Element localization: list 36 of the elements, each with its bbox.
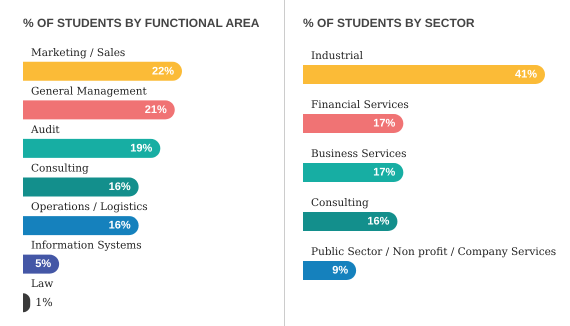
- data-label: 19%: [130, 142, 153, 154]
- y-tick-label: Consulting: [311, 197, 369, 209]
- y-tick-label: Public Sector / Non profit / Company Services: [311, 246, 556, 258]
- bar: [23, 100, 175, 120]
- y-tick-label: Audit: [30, 124, 60, 136]
- y-tick-label: General Management: [31, 85, 148, 98]
- bar: [23, 138, 160, 158]
- bar: [303, 261, 356, 280]
- y-tick-label: Financial Services: [311, 99, 409, 111]
- y-tick-label: Consulting: [31, 162, 89, 174]
- data-label: 1%: [35, 296, 53, 310]
- data-label: 16%: [108, 220, 131, 232]
- data-label: 17%: [373, 166, 396, 178]
- data-label: 16%: [367, 216, 390, 228]
- data-label: 17%: [373, 118, 396, 130]
- chart-title: % OF STUDENTS BY SECTOR: [303, 16, 475, 30]
- bar: [303, 212, 398, 231]
- bar: [23, 62, 182, 81]
- data-label: 41%: [514, 68, 538, 80]
- data-label: 5%: [35, 258, 52, 270]
- y-tick-label: Industrial: [311, 50, 364, 62]
- bar: [303, 65, 545, 84]
- y-tick-label: Marketing / Sales: [31, 46, 126, 59]
- y-tick-label: Law: [31, 278, 54, 290]
- data-label: 9%: [332, 264, 348, 276]
- bar: [23, 178, 139, 196]
- data-label: 22%: [152, 65, 174, 78]
- bar: [303, 114, 404, 133]
- y-tick-label: Information Systems: [31, 240, 142, 252]
- chart-title: % OF STUDENTS BY FUNCTIONAL AREA: [23, 16, 260, 30]
- data-label: 21%: [144, 104, 167, 116]
- bar: [303, 163, 404, 182]
- y-tick-label: Business Services: [311, 148, 407, 160]
- y-tick-label: Operations / Logistics: [31, 201, 148, 214]
- data-label: 16%: [108, 181, 131, 193]
- bar: [23, 216, 139, 236]
